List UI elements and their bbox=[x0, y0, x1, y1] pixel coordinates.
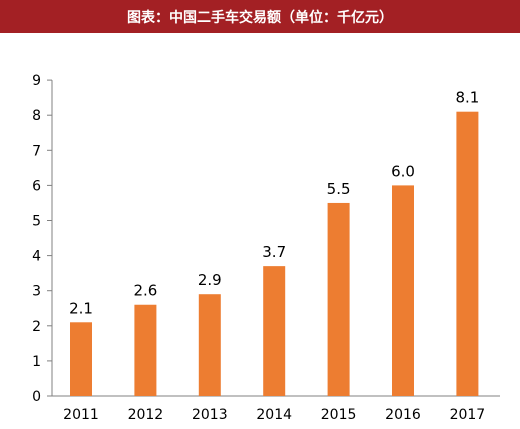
chart-title-bar: 图表：中国二手车交易额（单位：千亿元） bbox=[0, 0, 520, 33]
bars bbox=[70, 111, 479, 396]
bar bbox=[198, 294, 221, 396]
x-tick-label: 2017 bbox=[450, 407, 486, 423]
y-tick-label: 0 bbox=[32, 389, 41, 405]
y-tick-label: 6 bbox=[32, 178, 41, 194]
bar bbox=[327, 202, 350, 396]
x-tick-label: 2016 bbox=[385, 407, 421, 423]
data-labels: 2.1 2.6 2.9 3.7 5.5 6.0 8.1 bbox=[69, 89, 479, 318]
data-label: 2.1 bbox=[69, 299, 93, 317]
y-tick-label: 2 bbox=[32, 319, 41, 335]
data-label: 5.5 bbox=[327, 180, 351, 198]
y-tick-label: 8 bbox=[32, 108, 41, 124]
bar bbox=[456, 111, 479, 396]
y-axis-ticks: 0 1 2 3 4 5 6 7 8 9 bbox=[32, 73, 52, 405]
x-tick-label: 2013 bbox=[192, 407, 228, 423]
y-tick-label: 4 bbox=[32, 249, 41, 265]
bar bbox=[392, 185, 414, 396]
x-tick-label: 2015 bbox=[321, 407, 357, 423]
data-label: 2.6 bbox=[133, 282, 157, 300]
y-tick-label: 3 bbox=[32, 284, 41, 300]
y-tick-label: 5 bbox=[32, 214, 41, 230]
x-tick-label: 2014 bbox=[256, 407, 292, 423]
bar bbox=[263, 266, 286, 396]
bar bbox=[134, 304, 157, 396]
x-axis-ticks: 2011 2012 2013 2014 2015 2016 2017 bbox=[63, 407, 485, 423]
x-tick-label: 2012 bbox=[128, 407, 164, 423]
y-tick-label: 7 bbox=[32, 143, 41, 159]
y-tick-label: 1 bbox=[32, 354, 41, 370]
y-tick-label: 9 bbox=[32, 73, 41, 89]
data-label: 3.7 bbox=[262, 243, 286, 261]
chart-title: 图表：中国二手车交易额（单位：千亿元） bbox=[127, 9, 393, 26]
data-label: 6.0 bbox=[391, 162, 415, 180]
x-tick-label: 2011 bbox=[63, 407, 99, 423]
bar bbox=[70, 322, 92, 396]
data-label: 2.9 bbox=[198, 271, 222, 289]
data-label: 8.1 bbox=[455, 89, 479, 107]
